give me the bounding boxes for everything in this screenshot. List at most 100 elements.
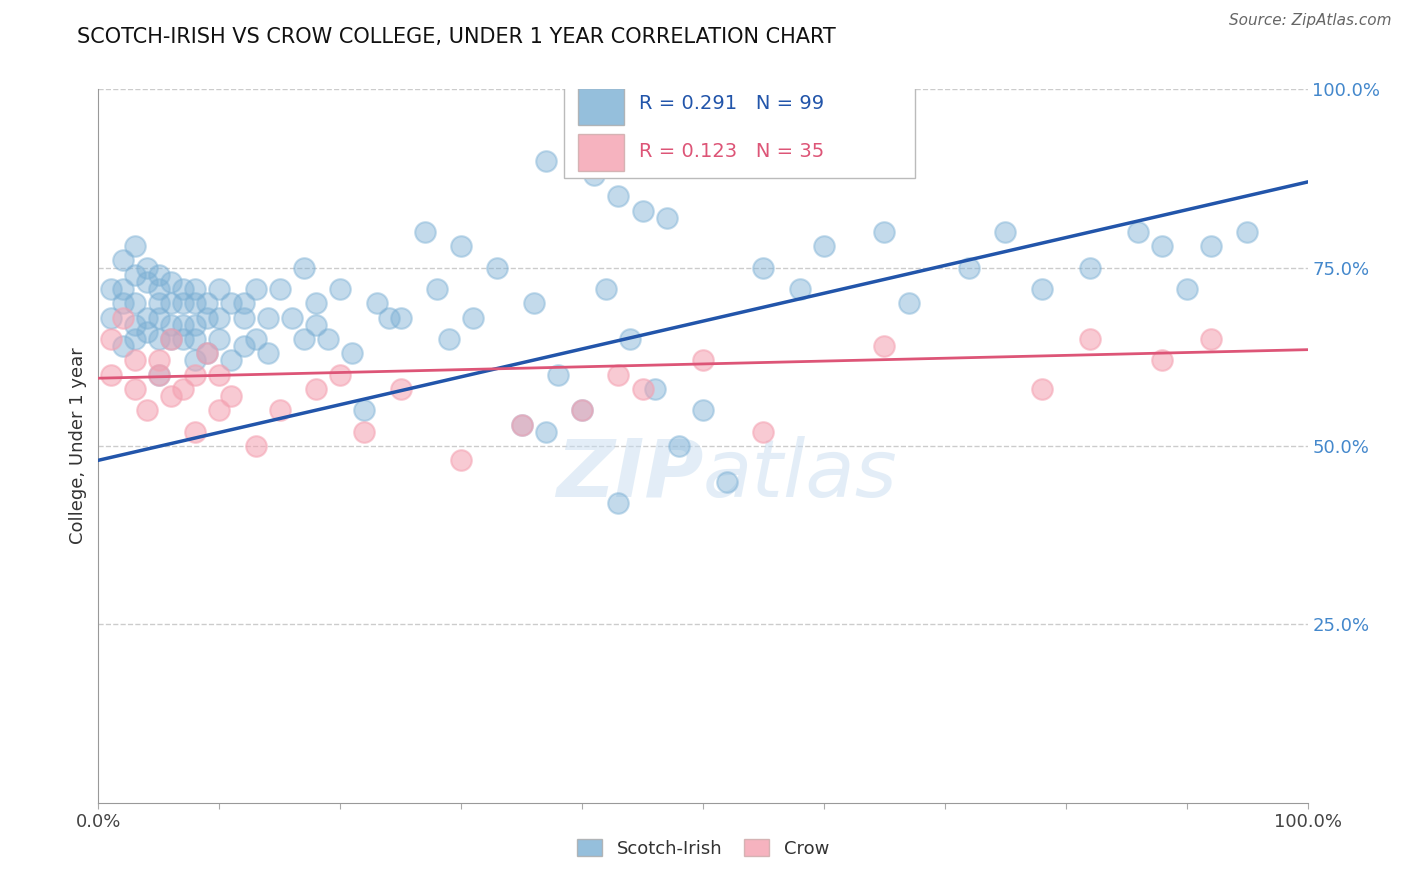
Point bbox=[124, 296, 146, 310]
Point bbox=[100, 282, 122, 296]
Point bbox=[873, 225, 896, 239]
Point bbox=[172, 282, 194, 296]
Point bbox=[100, 368, 122, 382]
Point bbox=[172, 296, 194, 310]
Point bbox=[450, 453, 472, 467]
Point bbox=[389, 382, 412, 396]
Point bbox=[184, 353, 207, 368]
Point bbox=[1078, 332, 1101, 346]
Point bbox=[595, 282, 617, 296]
Point bbox=[232, 296, 254, 310]
Point bbox=[281, 310, 304, 325]
Point bbox=[463, 310, 485, 325]
Point bbox=[148, 282, 170, 296]
Point bbox=[135, 275, 157, 289]
Point bbox=[450, 239, 472, 253]
Point bbox=[305, 382, 328, 396]
Point bbox=[160, 318, 183, 332]
Point bbox=[160, 296, 183, 310]
Point bbox=[269, 403, 291, 417]
Point bbox=[389, 310, 412, 325]
Point bbox=[631, 382, 654, 396]
Point bbox=[534, 425, 557, 439]
Point bbox=[124, 239, 146, 253]
Point bbox=[426, 282, 449, 296]
Point bbox=[619, 332, 641, 346]
Point bbox=[1199, 332, 1222, 346]
Point bbox=[486, 260, 509, 275]
Point bbox=[124, 353, 146, 368]
Point bbox=[752, 260, 775, 275]
Point bbox=[135, 260, 157, 275]
FancyBboxPatch shape bbox=[578, 134, 624, 170]
Point bbox=[135, 325, 157, 339]
Point bbox=[208, 282, 231, 296]
Point bbox=[135, 310, 157, 325]
Point bbox=[148, 353, 170, 368]
Point bbox=[184, 425, 207, 439]
Point bbox=[668, 439, 690, 453]
Point bbox=[184, 282, 207, 296]
Point bbox=[195, 346, 218, 360]
FancyBboxPatch shape bbox=[564, 82, 915, 178]
Point bbox=[221, 296, 243, 310]
Point bbox=[305, 318, 328, 332]
Point bbox=[329, 368, 352, 382]
Point bbox=[607, 368, 630, 382]
Text: Source: ZipAtlas.com: Source: ZipAtlas.com bbox=[1229, 13, 1392, 29]
Point bbox=[269, 282, 291, 296]
Point bbox=[124, 332, 146, 346]
Point bbox=[1152, 353, 1174, 368]
Point bbox=[208, 332, 231, 346]
Point bbox=[184, 332, 207, 346]
Point bbox=[111, 253, 134, 268]
Point bbox=[510, 417, 533, 432]
Point bbox=[100, 332, 122, 346]
Point bbox=[1236, 225, 1258, 239]
Point bbox=[366, 296, 388, 310]
Point bbox=[256, 346, 278, 360]
Point bbox=[316, 332, 339, 346]
Point bbox=[571, 403, 593, 417]
Text: R = 0.291   N = 99: R = 0.291 N = 99 bbox=[638, 94, 824, 112]
FancyBboxPatch shape bbox=[578, 88, 624, 126]
Point bbox=[172, 382, 194, 396]
Point bbox=[221, 353, 243, 368]
Point bbox=[100, 310, 122, 325]
Point bbox=[873, 339, 896, 353]
Point bbox=[172, 332, 194, 346]
Point bbox=[221, 389, 243, 403]
Point bbox=[148, 310, 170, 325]
Point bbox=[789, 282, 811, 296]
Point bbox=[148, 332, 170, 346]
Point bbox=[184, 368, 207, 382]
Point bbox=[547, 368, 569, 382]
Text: SCOTCH-IRISH VS CROW COLLEGE, UNDER 1 YEAR CORRELATION CHART: SCOTCH-IRISH VS CROW COLLEGE, UNDER 1 YE… bbox=[77, 27, 837, 46]
Point bbox=[957, 260, 980, 275]
Point bbox=[184, 296, 207, 310]
Point bbox=[353, 403, 375, 417]
Point bbox=[377, 310, 399, 325]
Point bbox=[534, 153, 557, 168]
Point bbox=[655, 211, 678, 225]
Y-axis label: College, Under 1 year: College, Under 1 year bbox=[69, 348, 87, 544]
Point bbox=[1031, 282, 1053, 296]
Point bbox=[148, 268, 170, 282]
Point bbox=[510, 417, 533, 432]
Point bbox=[644, 382, 666, 396]
Point bbox=[245, 282, 267, 296]
Point bbox=[160, 332, 183, 346]
Point bbox=[1128, 225, 1150, 239]
Point bbox=[631, 203, 654, 218]
Point bbox=[1199, 239, 1222, 253]
Point bbox=[897, 296, 920, 310]
Point bbox=[111, 282, 134, 296]
Point bbox=[148, 368, 170, 382]
Point bbox=[1152, 239, 1174, 253]
Point bbox=[413, 225, 436, 239]
Point bbox=[111, 296, 134, 310]
Point bbox=[195, 346, 218, 360]
Point bbox=[292, 260, 315, 275]
Point bbox=[124, 318, 146, 332]
Text: atlas: atlas bbox=[703, 435, 898, 514]
